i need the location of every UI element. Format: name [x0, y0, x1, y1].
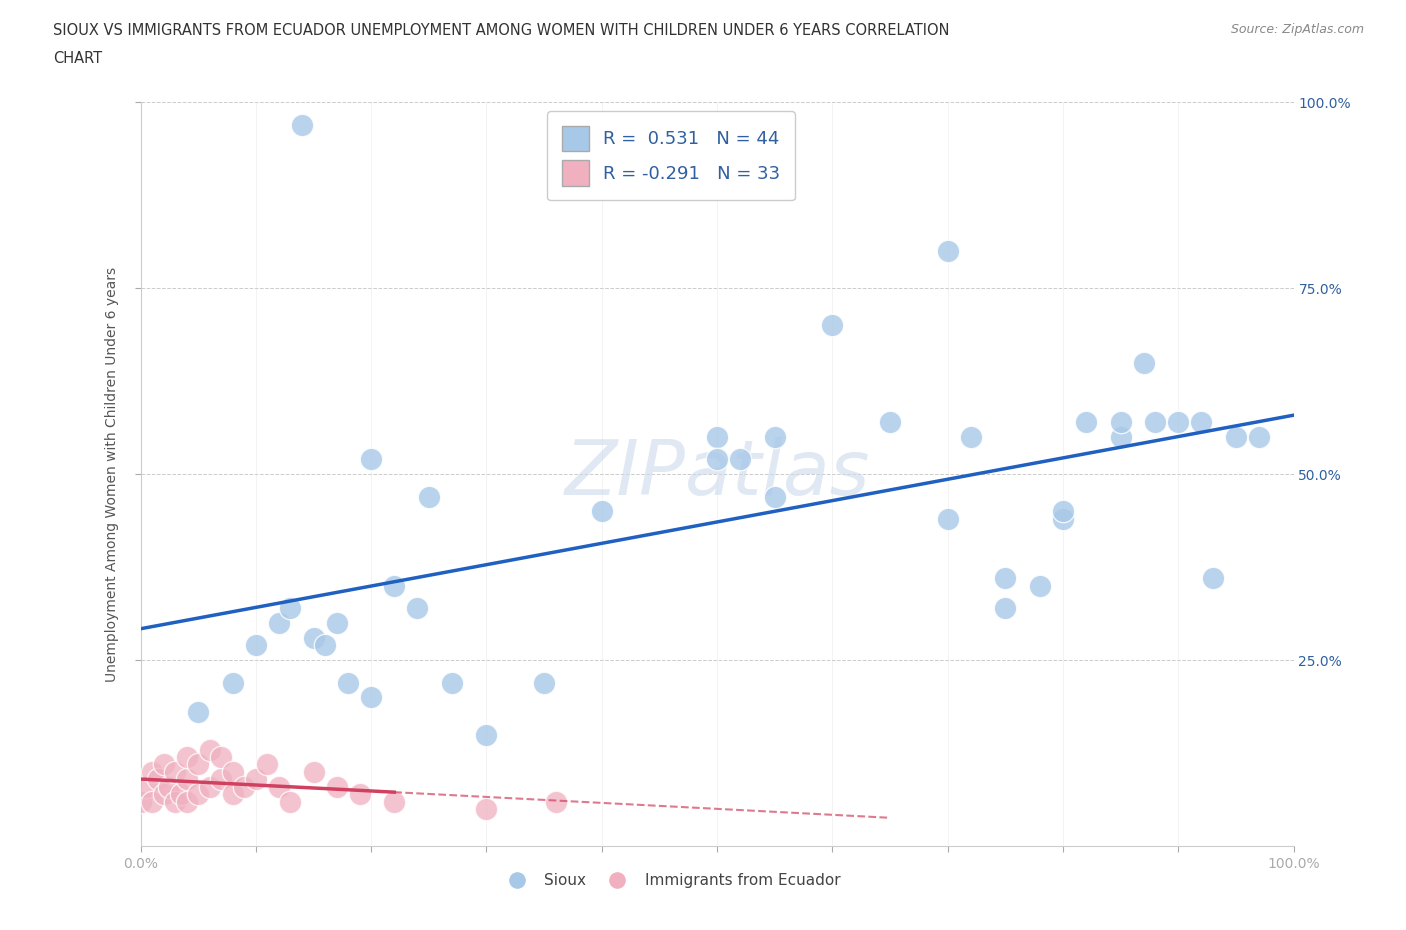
Point [141, 794, 163, 809]
Point [152, 787, 174, 802]
Point [187, 705, 209, 720]
Point [267, 616, 290, 631]
Point [280, 601, 302, 616]
Legend: Sioux, Immigrants from Ecuador: Sioux, Immigrants from Ecuador [495, 868, 846, 895]
Point [222, 787, 245, 802]
Point [382, 794, 405, 809]
Point [222, 764, 245, 779]
Y-axis label: Unemployment Among Women with Children Under 6 years: Unemployment Among Women with Children U… [105, 267, 120, 682]
Point [291, 117, 314, 132]
Point [763, 489, 786, 504]
Point [936, 244, 959, 259]
Point [337, 675, 360, 690]
Point [209, 772, 232, 787]
Point [706, 452, 728, 467]
Point [706, 430, 728, 445]
Point [146, 772, 169, 787]
Point [360, 452, 382, 467]
Point [152, 757, 174, 772]
Point [418, 489, 440, 504]
Text: ZIPatlas: ZIPatlas [564, 437, 870, 512]
Text: Source: ZipAtlas.com: Source: ZipAtlas.com [1230, 23, 1364, 36]
Text: CHART: CHART [53, 51, 103, 66]
Point [233, 779, 256, 794]
Point [475, 802, 498, 817]
Point [256, 757, 278, 772]
Point [1167, 415, 1189, 430]
Point [245, 772, 267, 787]
Point [1189, 415, 1212, 430]
Point [170, 787, 193, 802]
Point [314, 638, 336, 653]
Point [879, 415, 901, 430]
Point [1074, 415, 1097, 430]
Point [187, 757, 209, 772]
Point [325, 779, 347, 794]
Point [209, 750, 232, 764]
Point [198, 742, 221, 757]
Point [325, 616, 347, 631]
Point [1132, 355, 1154, 370]
Point [440, 675, 463, 690]
Point [1202, 571, 1225, 586]
Point [475, 727, 498, 742]
Point [245, 638, 267, 653]
Point [533, 675, 555, 690]
Point [165, 764, 187, 779]
Point [176, 794, 198, 809]
Point [959, 430, 981, 445]
Point [1225, 430, 1247, 445]
Point [821, 318, 844, 333]
Point [936, 512, 959, 526]
Point [302, 631, 325, 645]
Point [994, 601, 1017, 616]
Point [1109, 415, 1132, 430]
Point [728, 452, 751, 467]
Point [349, 787, 371, 802]
Point [135, 779, 157, 794]
Point [198, 779, 221, 794]
Point [591, 504, 613, 519]
Point [280, 794, 302, 809]
Point [382, 578, 405, 593]
Point [141, 764, 163, 779]
Point [406, 601, 429, 616]
Point [360, 690, 382, 705]
Point [1144, 415, 1167, 430]
Point [302, 764, 325, 779]
Point [1052, 504, 1074, 519]
Point [159, 779, 180, 794]
Point [1029, 578, 1052, 593]
Point [1109, 430, 1132, 445]
Point [994, 571, 1017, 586]
Point [544, 794, 567, 809]
Point [1052, 512, 1074, 526]
Point [129, 794, 152, 809]
Point [176, 772, 198, 787]
Point [187, 787, 209, 802]
Point [1247, 430, 1270, 445]
Point [165, 794, 187, 809]
Point [176, 750, 198, 764]
Text: SIOUX VS IMMIGRANTS FROM ECUADOR UNEMPLOYMENT AMONG WOMEN WITH CHILDREN UNDER 6 : SIOUX VS IMMIGRANTS FROM ECUADOR UNEMPLO… [53, 23, 950, 38]
Point [222, 675, 245, 690]
Point [763, 430, 786, 445]
Point [267, 779, 290, 794]
